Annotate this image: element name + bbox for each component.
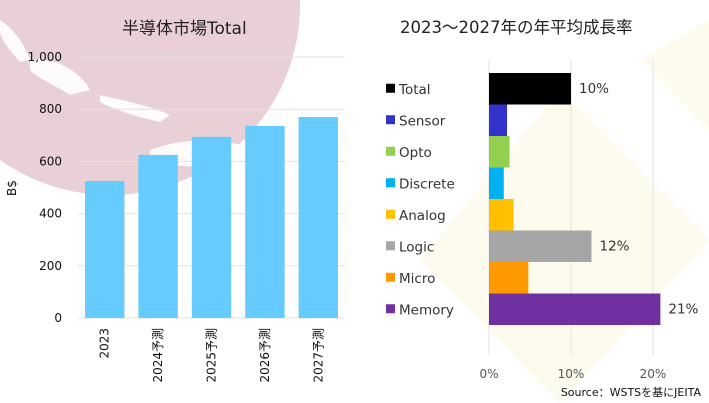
- y-tick-label: 1,000: [28, 50, 62, 64]
- legend-label: Analog: [399, 208, 446, 224]
- bar-analog: [489, 199, 514, 231]
- legend-swatch: [386, 209, 395, 219]
- right-chart-title: 2023～2027年の年平均成長率: [400, 18, 633, 37]
- bar-opto: [489, 136, 510, 168]
- legend-label: Opto: [399, 145, 432, 161]
- x-tick-label: 0%: [479, 367, 498, 381]
- legend-swatch: [386, 178, 395, 188]
- globe-landmass: [30, 59, 90, 95]
- legend-swatch: [386, 304, 395, 314]
- globe-landmass: [0, 20, 30, 62]
- legend-label: Total: [398, 82, 431, 98]
- y-tick-label: 400: [39, 207, 62, 221]
- legend-label: Logic: [399, 239, 434, 255]
- bar-discrete: [489, 167, 504, 199]
- x-tick-label: 2026予測: [258, 328, 272, 383]
- y-tick-label: 800: [39, 102, 62, 116]
- bar-total: [489, 73, 571, 105]
- bar-micro: [489, 262, 529, 294]
- x-tick-label: 2027予測: [311, 328, 325, 383]
- bar-2026予測: [245, 125, 285, 319]
- bar-2024予測: [138, 154, 178, 318]
- legend-swatch: [386, 241, 395, 251]
- left-chart-title: 半導体市場Total: [122, 19, 247, 39]
- y-tick-label: 0: [54, 311, 62, 325]
- legend-label: Discrete: [399, 176, 455, 192]
- legend-swatch: [386, 272, 395, 282]
- data-label: 12%: [600, 238, 630, 254]
- market-total-chart: B$ 0 200 400 600 800 1,000 2023 2024予測 2025予測 202…: [5, 50, 345, 383]
- legend-swatch: [386, 83, 395, 93]
- x-tick-label: 2024予測: [151, 328, 165, 383]
- globe-landmass: [100, 95, 170, 122]
- bar-2027予測: [298, 117, 338, 318]
- legend-label: Memory: [399, 302, 454, 318]
- legend-label: Micro: [399, 271, 435, 287]
- source-note: Source：WSTSを基にJEITA: [560, 386, 701, 399]
- legend-swatch: [386, 146, 395, 156]
- legend-label: Sensor: [399, 113, 446, 129]
- x-tick-label: 10%: [558, 367, 585, 381]
- data-label: 10%: [579, 81, 609, 97]
- bar-logic: [489, 230, 592, 262]
- bar-sensor: [489, 104, 508, 136]
- bar-2025予測: [191, 136, 232, 318]
- bar-memory: [489, 293, 661, 325]
- background-diamond: [640, 20, 709, 130]
- data-label: 21%: [668, 301, 698, 317]
- y-tick-label: 200: [39, 259, 62, 273]
- x-tick-label: 2025予測: [205, 328, 219, 383]
- x-tick-label: 20%: [640, 367, 667, 381]
- y-tick-label: 600: [39, 154, 62, 168]
- y-axis-label: B$: [5, 180, 19, 196]
- bar-2023: [85, 180, 125, 318]
- x-tick-label: 2023: [98, 328, 112, 359]
- legend-swatch: [386, 115, 395, 125]
